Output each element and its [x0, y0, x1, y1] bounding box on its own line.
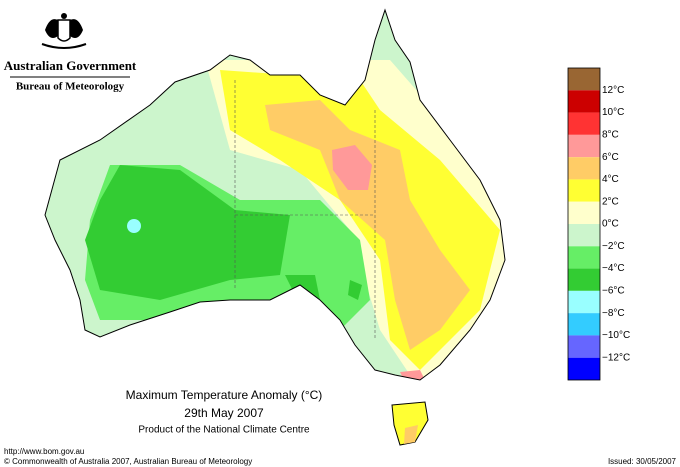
legend-swatch	[568, 90, 600, 113]
legend-swatch	[568, 335, 600, 358]
legend-swatch	[568, 224, 600, 247]
map-product: Product of the National Climate Centre	[138, 425, 310, 436]
agency-name: Australian Government	[4, 58, 137, 73]
footer-issued: Issued: 30/05/2007	[608, 457, 677, 466]
crest	[41, 13, 87, 49]
bureau-name: Bureau of Meteorology	[16, 81, 125, 93]
legend-label: −2°C	[602, 241, 625, 252]
legend-swatch	[568, 157, 600, 180]
footer-copyright: © Commonwealth of Australia 2007, Austra…	[4, 457, 252, 466]
legend-label: −12°C	[602, 352, 630, 363]
legend-frame	[567, 67, 601, 381]
legend-swatch	[568, 246, 600, 269]
legend-swatch	[568, 290, 600, 314]
legend-label: 2°C	[602, 196, 619, 207]
legend-label: 8°C	[602, 129, 619, 140]
tasmania-anomaly	[404, 425, 418, 444]
legend: 12°C 10°C 8°C 6°C 4°C 2°C 0°C −2°C −4°C −6°C −8°C −…	[567, 67, 630, 381]
legend-label: −6°C	[602, 285, 625, 296]
legend-swatch	[568, 313, 600, 336]
legend-swatch	[568, 68, 600, 91]
legend-swatch	[568, 134, 600, 158]
legend-label: 6°C	[602, 152, 619, 163]
legend-label: 4°C	[602, 174, 619, 185]
legend-swatch	[568, 112, 600, 135]
legend-label: 10°C	[602, 107, 624, 118]
legend-label: −8°C	[602, 308, 625, 319]
legend-swatch	[568, 357, 600, 380]
legend-swatch	[568, 179, 600, 202]
legend-swatch	[568, 201, 600, 224]
map-title: Maximum Temperature Anomaly (°C)	[126, 388, 323, 402]
legend-label: 0°C	[602, 219, 619, 230]
map-date: 29th May 2007	[184, 406, 264, 420]
legend-label: −10°C	[602, 330, 630, 341]
legend-label: −4°C	[602, 263, 625, 274]
legend-label: 12°C	[602, 85, 624, 96]
footer-url[interactable]: http://www.bom.gov.au	[4, 447, 84, 456]
legend-swatch	[568, 268, 600, 291]
